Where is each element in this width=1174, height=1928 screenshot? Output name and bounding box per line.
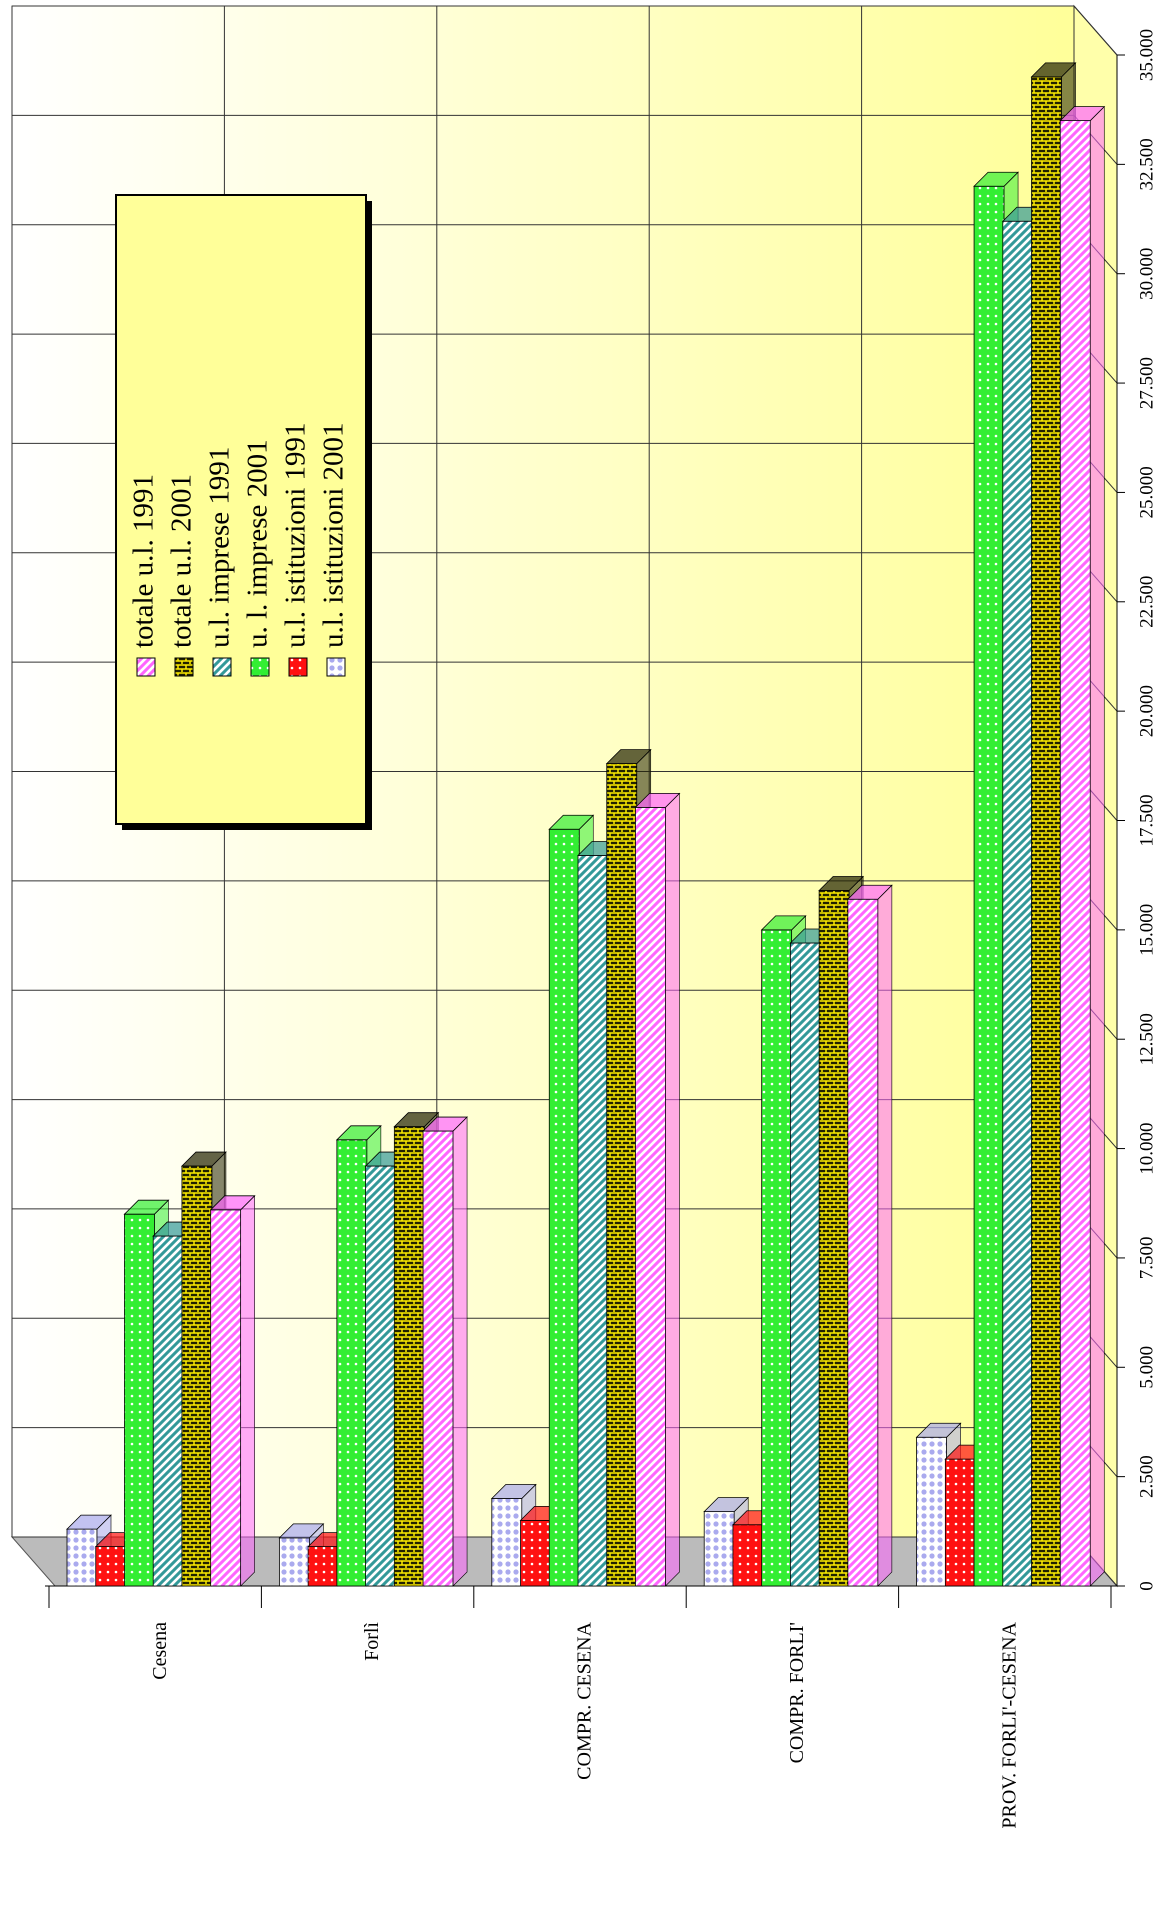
- bar-front: [181, 1165, 213, 1587]
- bar-top: [180, 1151, 227, 1167]
- bar-top: [66, 1514, 112, 1530]
- bar-front: [1031, 76, 1062, 1587]
- bar-top: [605, 749, 652, 765]
- legend-label: u.l. istituzioni 1991: [280, 422, 312, 648]
- legend-label: u. l. imprese 2001: [242, 439, 274, 648]
- bar-front: [66, 1528, 98, 1587]
- bar-top: [1030, 62, 1077, 78]
- bar-front: [1002, 220, 1034, 1587]
- bar-front: [491, 1498, 523, 1587]
- bar-front: [152, 1235, 184, 1587]
- bar-front: [548, 828, 580, 1587]
- bar-top: [393, 1112, 440, 1128]
- legend-label: u.l. imprese 1991: [204, 447, 236, 648]
- bar-top: [846, 884, 893, 900]
- bar-front: [1059, 120, 1091, 1587]
- bar-front: [278, 1537, 310, 1587]
- bar-side: [665, 792, 680, 1587]
- bar-front: [577, 855, 609, 1587]
- bar-front: [790, 942, 821, 1587]
- bar-front: [761, 929, 793, 1587]
- bar-front: [124, 1213, 155, 1587]
- bar-top: [760, 915, 807, 931]
- legend-swatch: [212, 657, 232, 677]
- legend-label: totale u.l. 1991: [128, 474, 160, 648]
- grid-line-side: [1073, 5, 1118, 56]
- bar: [846, 884, 893, 1587]
- legend-box: [115, 194, 367, 825]
- legend-swatch: [174, 657, 194, 677]
- y-tick-label: 30.000: [1136, 248, 1157, 300]
- y-tick-label: 32.500: [1136, 138, 1157, 190]
- bar-front: [944, 1458, 976, 1587]
- bar-front: [210, 1209, 242, 1587]
- x-tick-label: COMPR. CESENA: [574, 1621, 596, 1779]
- bar-front: [916, 1436, 947, 1587]
- bar-top: [973, 171, 1020, 187]
- y-tick-label: 10.000: [1136, 1122, 1157, 1174]
- bar: [634, 792, 681, 1587]
- legend-swatch: [136, 657, 156, 677]
- bar-top: [634, 792, 681, 808]
- bar: [209, 1195, 256, 1587]
- bar-front: [520, 1519, 551, 1587]
- y-tick-label: 2.500: [1136, 1455, 1157, 1498]
- y-tick-label: 5.000: [1136, 1346, 1157, 1389]
- y-tick-label: 7.500: [1136, 1237, 1157, 1280]
- bar-front: [847, 898, 879, 1587]
- bar-top: [490, 1484, 537, 1499]
- bar-side: [240, 1195, 255, 1587]
- bar-front: [393, 1126, 425, 1587]
- bar: [422, 1116, 469, 1587]
- bar-front: [307, 1546, 339, 1587]
- bar-front: [703, 1511, 735, 1587]
- y-tick-label: 22.500: [1136, 576, 1157, 628]
- bar-front: [606, 763, 638, 1587]
- bar-front: [365, 1165, 397, 1587]
- y-tick-label: 25.000: [1136, 466, 1157, 518]
- x-tick-label: COMPR. FORLI': [786, 1622, 808, 1763]
- legend-label: u.l. istituzioni 2001: [318, 422, 350, 648]
- y-tick-label: 0: [1136, 1581, 1157, 1591]
- bar-front: [973, 185, 1005, 1587]
- bar-top: [1059, 106, 1106, 122]
- bar-front: [422, 1130, 454, 1587]
- bar-top: [422, 1116, 469, 1132]
- x-tick-label: Forlì: [361, 1622, 383, 1661]
- y-tick-label: 17.500: [1136, 794, 1157, 846]
- y-tick-label: 27.500: [1136, 357, 1157, 409]
- bar-top: [818, 876, 865, 891]
- bar-top: [209, 1195, 256, 1211]
- bar-side: [877, 884, 893, 1587]
- bar-front: [818, 890, 850, 1587]
- y-tick-label: 35.000: [1136, 29, 1157, 81]
- x-tick-label: PROV. FORLI'-CESENA: [998, 1621, 1020, 1828]
- legend-swatch: [288, 657, 308, 677]
- legend-swatch: [250, 657, 270, 677]
- bar-front: [95, 1546, 127, 1587]
- bar-top: [915, 1422, 962, 1438]
- bar-top: [278, 1523, 325, 1539]
- legend-label: totale u.l. 2001: [166, 474, 198, 648]
- bar-top: [123, 1199, 170, 1215]
- x-tick-label: Cesena: [149, 1622, 171, 1680]
- legend-swatch: [326, 657, 346, 677]
- bar: [548, 814, 595, 1587]
- bar-top: [703, 1497, 750, 1513]
- y-tick-label: 20.000: [1136, 685, 1157, 737]
- bar-front: [732, 1524, 764, 1587]
- y-tick-label: 15.000: [1136, 904, 1157, 956]
- bar-front: [635, 806, 666, 1587]
- bar-side: [1089, 105, 1105, 1587]
- bar: [1059, 105, 1106, 1587]
- bar-top: [548, 814, 595, 830]
- bar-side: [452, 1116, 468, 1587]
- y-tick-label: 12.500: [1136, 1013, 1157, 1065]
- bar-top: [335, 1125, 382, 1141]
- bar-front: [336, 1139, 368, 1587]
